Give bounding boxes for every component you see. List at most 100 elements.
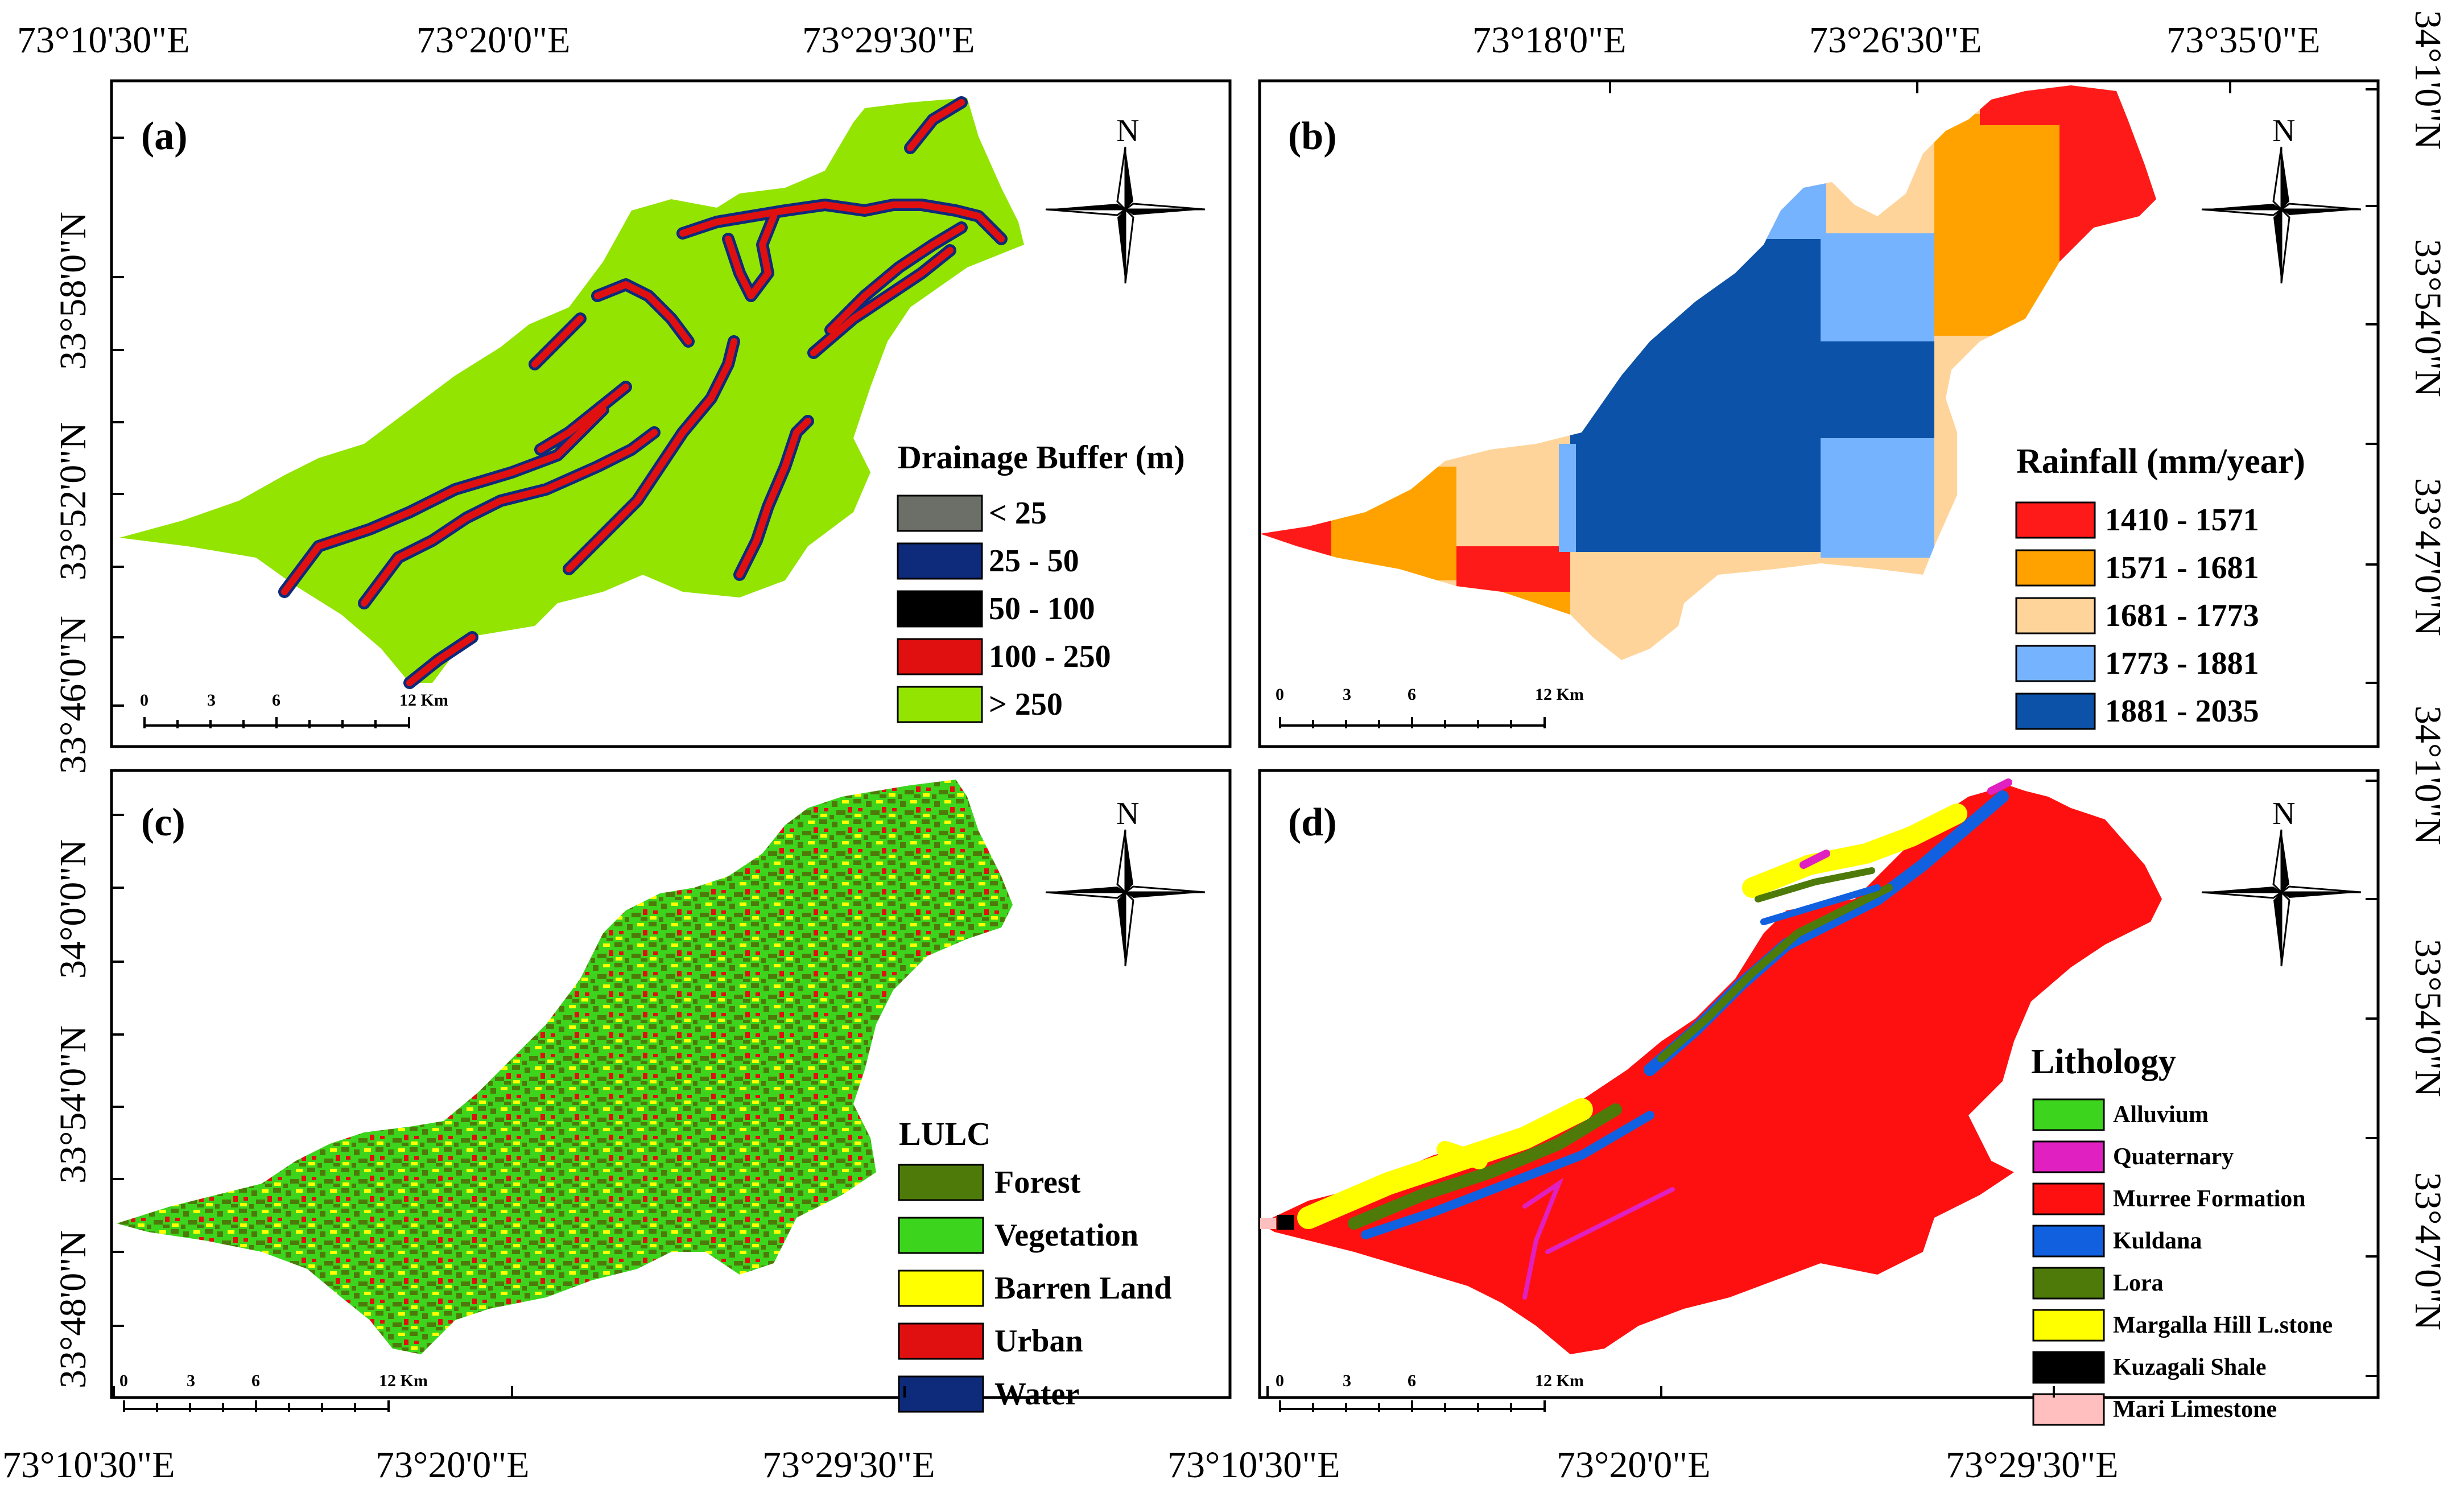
legend-item: Water — [898, 1375, 1079, 1413]
coord-label: 34°1'0"N — [2407, 706, 2449, 845]
legend-swatch — [898, 1375, 984, 1413]
north-label: N — [1116, 796, 1139, 831]
coord-label: 33°54'0"N — [52, 1025, 94, 1184]
legend-item: > 250 — [897, 686, 1063, 723]
legend-item: 1881 - 2035 — [2015, 693, 2259, 730]
panel-a-label: (a) — [141, 114, 188, 158]
coord-label: 73°18'0"E — [1472, 19, 1627, 61]
scale-tick-6: 6 — [1408, 685, 1416, 704]
legend-label: 1681 - 1773 — [2105, 598, 2259, 633]
legend-item: < 25 — [897, 494, 1047, 532]
legend-item: Forest — [898, 1164, 1081, 1201]
scale-tick-3: 3 — [1343, 685, 1351, 704]
legend-swatch — [2015, 501, 2096, 539]
legend-swatch — [897, 542, 983, 580]
legend-title: Lithology — [2031, 1042, 2176, 1081]
scale-tick-6: 6 — [1408, 1371, 1416, 1390]
legend-swatch — [897, 638, 983, 675]
north-label: N — [1116, 113, 1139, 149]
legend-title: LULC — [899, 1115, 990, 1152]
scale-tick-6: 6 — [251, 1371, 260, 1390]
north-arrow-a: N — [1045, 113, 1206, 284]
legend-swatch — [2032, 1267, 2105, 1300]
coord-label: 33°54'0"N — [2407, 239, 2449, 397]
legend-swatch — [2015, 693, 2096, 730]
legend-b: Rainfall (mm/year) 1410 - 1571 1571 - 16… — [2015, 442, 2305, 730]
coord-label: 73°29'30"E — [1946, 1444, 2119, 1486]
panel-d-map — [1260, 778, 2162, 1354]
coord-label: 33°58'0"N — [52, 212, 94, 370]
legend-item: Vegetation — [898, 1217, 1138, 1254]
coord-label: 33°47'0"N — [2407, 1172, 2449, 1330]
scale-bar-a: 0 3 6 12 Km — [140, 691, 448, 728]
legend-swatch — [2015, 549, 2096, 587]
frame-ticks — [112, 81, 2378, 1398]
legend-item: Alluvium — [2032, 1098, 2209, 1131]
legend-label: 1571 - 1681 — [2105, 550, 2259, 586]
coord-label: 33°47'0"N — [2407, 478, 2449, 636]
legend-swatch — [2032, 1140, 2105, 1173]
legend-label: Lora — [2113, 1270, 2164, 1296]
legend-swatch — [897, 686, 983, 723]
legend-item: 50 - 100 — [897, 590, 1095, 628]
coord-label: 73°20'0"E — [416, 19, 571, 61]
legend-swatch — [2032, 1182, 2105, 1215]
coord-label: 33°52'0"N — [52, 422, 94, 580]
lithology-study-area — [1260, 785, 2162, 1354]
coord-label: 73°20'0"E — [375, 1444, 530, 1486]
legend-swatch — [2032, 1309, 2105, 1342]
legend-label: < 25 — [989, 496, 1047, 531]
legend-label: Kuzagali Shale — [2113, 1354, 2267, 1380]
legend-item: Lora — [2032, 1267, 2164, 1300]
legend-label: > 250 — [989, 687, 1063, 722]
coord-label: 33°46'0"N — [52, 616, 94, 774]
coord-label: 73°10'30"E — [17, 19, 190, 61]
legend-label: Murree Formation — [2113, 1186, 2306, 1212]
legend-item: Murree Formation — [2032, 1182, 2306, 1215]
legend-c: LULC Forest Vegetation Barren Land Urban… — [898, 1115, 1172, 1413]
panel-b-label: (b) — [1288, 114, 1337, 158]
legend-swatch — [2032, 1351, 2105, 1384]
panel-a-map — [119, 96, 1024, 689]
legend-swatch — [898, 1322, 984, 1360]
legend-label: Kuldana — [2113, 1228, 2202, 1254]
top-axis-labels-left: 73°10'30"E 73°20'0"E 73°29'30"E — [17, 19, 975, 61]
coord-label: 73°20'0"E — [1557, 1444, 1711, 1486]
coord-label: 33°54'0"N — [2407, 939, 2449, 1097]
legend-label: Urban — [994, 1324, 1083, 1359]
scale-tick-3: 3 — [207, 691, 216, 710]
scale-tick-0: 0 — [1276, 685, 1284, 704]
north-label: N — [2272, 113, 2295, 149]
legend-swatch — [2015, 597, 2096, 634]
legend-label: Barren Land — [994, 1271, 1172, 1306]
panel-c-map — [117, 780, 1013, 1354]
scale-tick-0: 0 — [140, 691, 148, 710]
legend-item: 1410 - 1571 — [2015, 501, 2259, 539]
coord-label: 73°26'30"E — [1809, 19, 1982, 61]
scale-tick-12: 12 Km — [1535, 685, 1584, 704]
coord-label: 73°29'30"E — [802, 19, 975, 61]
north-arrow-c: N — [1045, 796, 1206, 967]
legend-swatch — [898, 1270, 984, 1307]
scale-tick-0: 0 — [119, 1371, 128, 1390]
legend-item: Quaternary — [2032, 1140, 2234, 1173]
scale-bar-d: 0 3 6 12 Km — [1276, 1371, 1584, 1412]
legend-item: 1681 - 1773 — [2015, 597, 2259, 634]
north-label: N — [2272, 796, 2295, 831]
legend-swatch — [897, 494, 983, 532]
scale-tick-12: 12 Km — [1535, 1371, 1584, 1390]
legend-label: Forest — [994, 1165, 1081, 1200]
legend-label: 50 - 100 — [989, 591, 1095, 627]
right-axis-labels: 34°1'0"N 33°54'0"N 33°47'0"N 34°1'0"N 33… — [2407, 10, 2449, 1330]
legend-label: Quaternary — [2113, 1144, 2234, 1170]
legend-item: Mari Limestone — [2032, 1393, 2277, 1426]
legend-label: 1881 - 2035 — [2105, 694, 2259, 729]
legend-item: 1571 - 1681 — [2015, 549, 2259, 587]
scale-tick-12: 12 Km — [379, 1371, 428, 1390]
panel-c-label: (c) — [141, 801, 185, 844]
legend-swatch — [2015, 645, 2096, 682]
legend-label: Alluvium — [2113, 1102, 2209, 1128]
legend-swatch — [897, 590, 983, 628]
legend-item: Kuldana — [2032, 1225, 2202, 1258]
